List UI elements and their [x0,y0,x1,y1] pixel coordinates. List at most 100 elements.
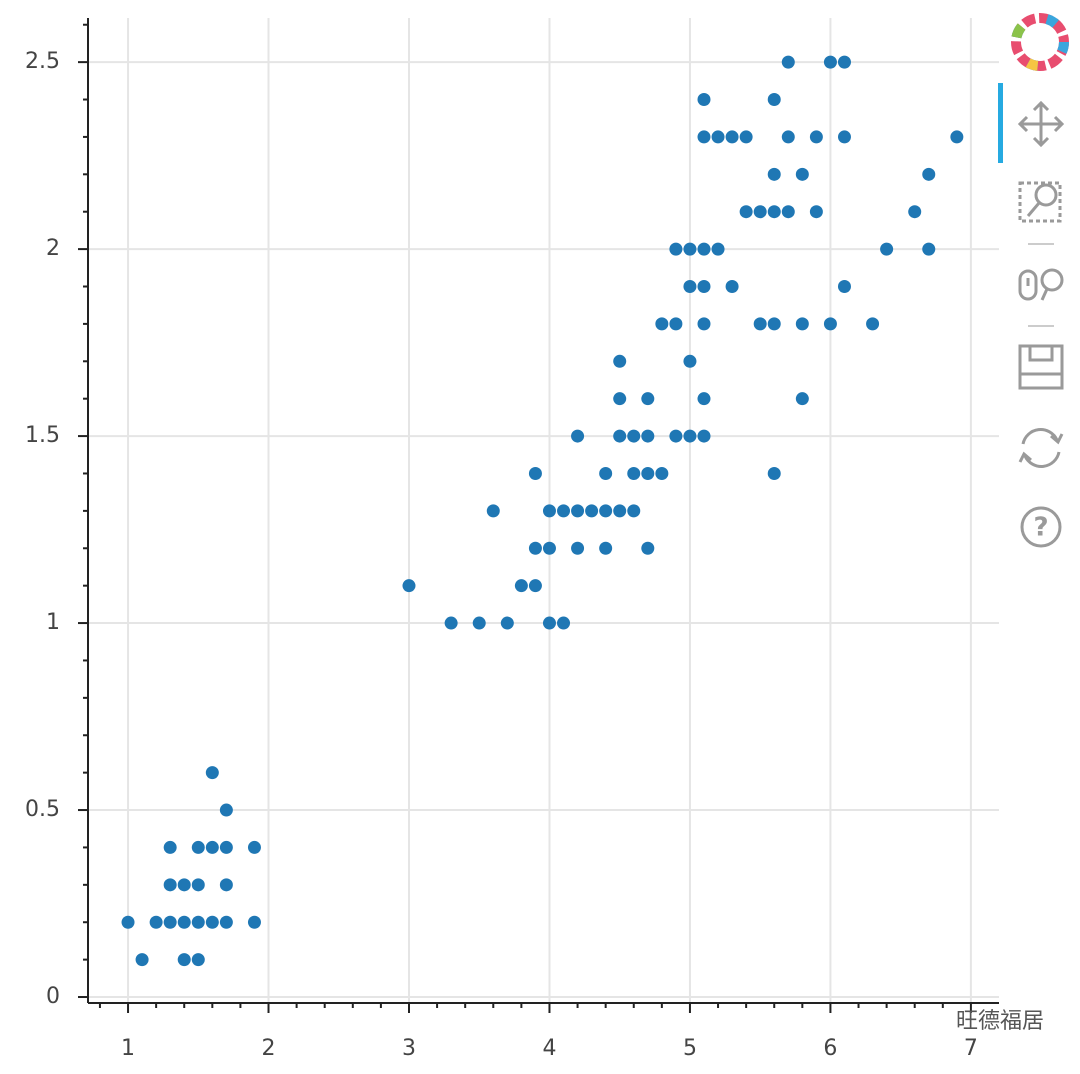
point [866,317,880,331]
point [571,504,585,518]
point [837,130,851,144]
point [823,317,837,331]
point [613,429,627,443]
save-tool[interactable] [1018,344,1064,390]
help-tool[interactable]: ? [1020,506,1062,548]
point [683,354,697,368]
x-tick-label: 7 [964,1036,978,1061]
point [669,429,683,443]
point [486,504,500,518]
point [528,579,542,593]
y-tick-label: 0 [46,984,60,1009]
point [613,392,627,406]
point [739,205,753,219]
point [641,392,655,406]
point [795,317,809,331]
point [627,504,641,518]
point [542,541,556,555]
point [135,953,149,967]
point [641,429,655,443]
point [613,504,627,518]
point [219,878,233,892]
point [177,915,191,929]
point [205,915,219,929]
point [697,392,711,406]
point [908,205,922,219]
box-zoom-tool[interactable] [1018,181,1062,223]
point [767,167,781,181]
x-tick-label: 1 [121,1036,135,1061]
point [402,579,416,593]
point [697,429,711,443]
point [121,915,135,929]
point [655,466,669,480]
point [542,504,556,518]
point [599,541,613,555]
point [177,878,191,892]
point [528,541,542,555]
point [191,915,205,929]
point [767,93,781,107]
point [163,915,177,929]
point [247,840,261,854]
point [697,242,711,256]
point [725,130,739,144]
point [711,130,725,144]
reset-tool[interactable] [1018,428,1064,468]
x-tick-label: 4 [542,1036,556,1061]
point [641,466,655,480]
x-tick-label: 2 [262,1036,276,1061]
point [557,616,571,630]
point [219,803,233,817]
point [542,616,556,630]
point [669,317,683,331]
y-tick-label: 1.5 [25,423,60,448]
point [781,205,795,219]
point [219,915,233,929]
point [163,878,177,892]
point [767,205,781,219]
point [205,840,219,854]
point [823,55,837,69]
point [809,205,823,219]
active-indicator [998,83,1003,163]
point [669,242,683,256]
point [585,504,599,518]
watermark: 旺德福居 [956,1009,1044,1034]
point [514,579,528,593]
y-tick-label: 2.5 [25,49,60,74]
point [809,130,823,144]
point [725,280,739,294]
point [571,541,585,555]
point [219,840,233,854]
point [627,429,641,443]
point [711,242,725,256]
point [781,130,795,144]
point [655,317,669,331]
point [795,167,809,181]
wheel-zoom-tool[interactable] [1018,268,1064,301]
point [950,130,964,144]
point [753,205,767,219]
plot: 1 2 3 4 5 6 7 0 0.5 1 1.5 2 2.5 [25,18,999,1061]
point [837,55,851,69]
point [191,840,205,854]
point [767,317,781,331]
point [149,915,163,929]
point [922,242,936,256]
y-tick-label: 1 [46,610,60,635]
point [191,953,205,967]
x-tick-label: 6 [823,1036,837,1061]
point [697,130,711,144]
point [599,504,613,518]
point [557,504,571,518]
point [697,317,711,331]
pan-tool[interactable] [1017,100,1065,148]
point [739,130,753,144]
toolbar: ? [998,13,1069,548]
point [571,429,585,443]
bokeh-logo[interactable] [1011,13,1069,71]
point [697,93,711,107]
point [753,317,767,331]
